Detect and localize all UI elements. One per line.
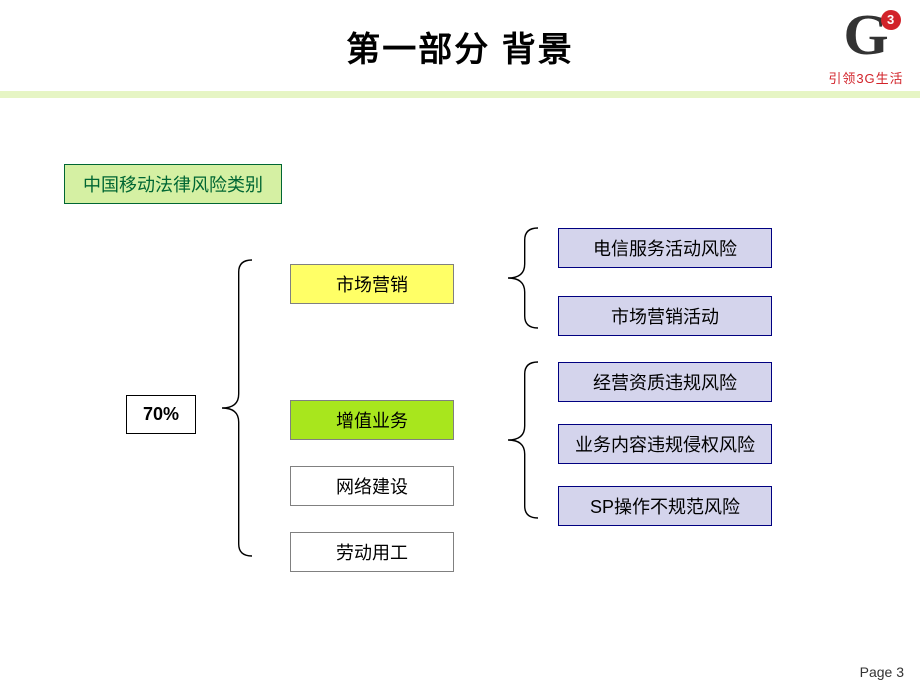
mid-box: 网络建设 [290,466,454,506]
percentage-box: 70% [126,395,196,434]
right-box: SP操作不规范风险 [558,486,772,526]
right-box: 电信服务活动风险 [558,228,772,268]
right-box: 经营资质违规风险 [558,362,772,402]
logo-subtitle: 引领3G生活 [822,68,910,87]
mid-box: 市场营销 [290,264,454,304]
mid-box: 劳动用工 [290,532,454,572]
right-box: 市场营销活动 [558,296,772,336]
brace-icon [506,360,540,520]
page-number: Page 3 [860,664,904,680]
logo: G 3 引领3G生活 [822,6,910,87]
brace-icon [506,226,540,330]
mid-box: 增值业务 [290,400,454,440]
logo-letter: G 3 [843,6,888,64]
category-header: 中国移动法律风险类别 [64,164,282,204]
logo-g-text: G [843,2,888,67]
logo-badge: 3 [881,10,901,30]
divider-bar [0,91,920,98]
slide-title: 第一部分 背景 [0,0,920,71]
right-box: 业务内容违规侵权风险 [558,424,772,464]
brace-icon [220,258,254,558]
